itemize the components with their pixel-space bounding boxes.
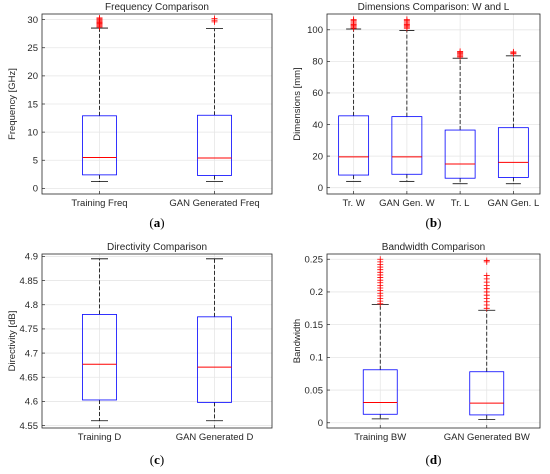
y-tick-label: 0.2 <box>310 287 323 298</box>
axes-frame <box>41 13 273 195</box>
box-4 <box>497 48 529 185</box>
x-tick-label: GAN Gen. W <box>379 198 434 209</box>
y-tick-label: 80 <box>312 57 323 68</box>
x-tick-label: Tr. L <box>451 198 470 209</box>
chart-title: Frequency Comparison <box>105 2 209 13</box>
box-iqr <box>82 314 117 401</box>
panel-caption: (b) <box>426 215 442 230</box>
outlier-marker <box>457 48 464 55</box>
y-axis-label: Dimensions [mm] <box>292 67 303 140</box>
y-tick-label: 4.85 <box>20 276 39 287</box>
axes-frame <box>41 253 273 429</box>
y-tick-label: 40 <box>312 120 323 131</box>
y-tick-label: 0.25 <box>305 255 324 266</box>
box-iqr <box>391 116 423 175</box>
x-tick-label: Training BW <box>354 432 406 443</box>
axes-frame <box>326 13 541 195</box>
x-tick-label: Training Freq <box>71 198 127 209</box>
y-tick-label: 25 <box>27 43 38 54</box>
box-1 <box>82 14 117 183</box>
y-tick-label: 0 <box>318 183 323 194</box>
box-2 <box>197 15 232 183</box>
outlier-marker <box>350 16 357 23</box>
x-tick-label: GAN Generated Freq <box>169 198 259 209</box>
y-tick-label: 15 <box>27 99 38 110</box>
y-axis-label: Directivity [dB] <box>7 311 18 372</box>
outlier-marker <box>403 16 410 23</box>
x-tick-label: Training D <box>78 432 122 443</box>
box-2 <box>391 16 423 182</box>
box-2 <box>197 258 232 422</box>
y-tick-label: 4.7 <box>25 348 38 359</box>
panel-caption: (c) <box>150 452 164 467</box>
x-tick-label: Tr. W <box>342 198 364 209</box>
box-2 <box>469 257 505 420</box>
chart-panel-4: 0 0.05 0.1 0.15 0.2 0.25 Training BW GAN Genera… <box>292 242 541 467</box>
box-iqr <box>197 114 232 176</box>
y-tick-label: 20 <box>27 71 38 82</box>
box-1 <box>338 16 370 182</box>
y-tick-label: 4.9 <box>25 252 38 263</box>
box-1 <box>82 258 117 422</box>
y-tick-label: 4.65 <box>20 373 39 384</box>
y-tick-label: 0 <box>318 418 323 429</box>
x-tick-label: GAN Generated D <box>176 432 254 443</box>
y-tick-label: 0.05 <box>305 385 324 396</box>
outlier-marker <box>211 15 218 22</box>
outlier-marker <box>483 272 490 279</box>
box-iqr <box>469 371 505 416</box>
x-tick-label: GAN Gen. L <box>488 198 540 209</box>
plot-area <box>42 254 272 428</box>
y-tick-label: 4.6 <box>25 397 38 408</box>
box-iqr <box>197 316 232 403</box>
box-3 <box>444 48 476 185</box>
box-iqr <box>338 115 370 176</box>
box-iqr <box>497 127 529 178</box>
y-tick-label: 4.8 <box>25 300 38 311</box>
y-tick-label: 0.1 <box>310 353 323 364</box>
y-tick-label: 20 <box>312 151 323 162</box>
y-tick-label: 60 <box>312 88 323 99</box>
outlier-marker <box>483 257 490 264</box>
chart-title: Dimensions Comparison: W and L <box>358 2 510 13</box>
x-tick-label: GAN Generated BW <box>444 432 530 443</box>
plot-area <box>327 254 540 428</box>
axes-frame <box>326 253 541 429</box>
y-axis-label: Bandwidth <box>292 319 303 363</box>
chart-panel-1: 0 5 10 15 20 25 30 Training Freq GAN Generated F… <box>7 2 273 230</box>
y-tick-label: 0.15 <box>305 320 324 331</box>
box-1 <box>362 256 398 420</box>
box-iqr <box>82 115 117 176</box>
outlier-marker <box>377 256 384 263</box>
chart-title: Directivity Comparison <box>107 242 207 253</box>
chart-panel-3: 4.55 4.6 4.65 4.7 4.75 4.8 4.85 4.9 Training D GA… <box>7 242 273 467</box>
y-tick-label: 30 <box>27 15 38 26</box>
plot-area <box>327 14 540 194</box>
panel-caption: (d) <box>426 452 442 467</box>
chart-panel-2: 0 20 40 60 80 100 Tr. W GAN Gen. W Tr. L GAN Gen.… <box>292 2 541 230</box>
outlier-marker <box>510 48 517 55</box>
panel-caption: (a) <box>149 215 164 230</box>
y-tick-label: 100 <box>307 25 323 36</box>
y-axis-label: Frequency [GHz] <box>7 68 18 140</box>
outlier-marker <box>96 14 103 21</box>
y-tick-label: 0 <box>33 184 38 195</box>
box-iqr <box>444 129 476 179</box>
y-tick-label: 4.75 <box>20 324 39 335</box>
y-tick-label: 4.55 <box>20 421 39 432</box>
y-tick-label: 5 <box>33 156 38 167</box>
box-iqr <box>362 369 398 415</box>
chart-title: Bandwidth Comparison <box>382 242 485 253</box>
y-tick-label: 10 <box>27 127 38 138</box>
